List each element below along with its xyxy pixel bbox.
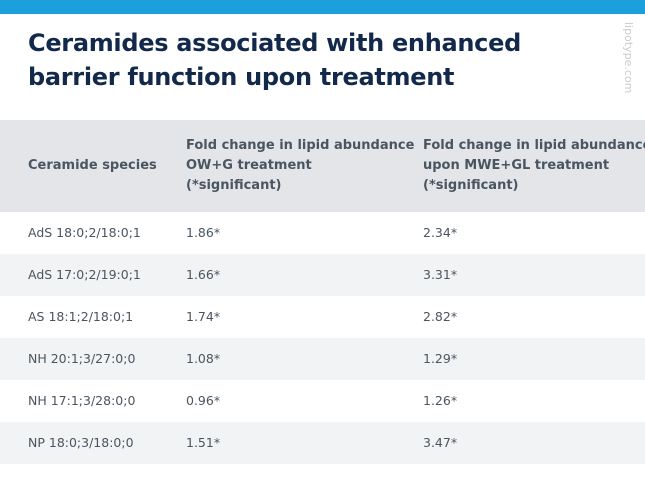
title-line: Ceramides associated with enhanced	[28, 29, 521, 57]
table-cell: AdS 17:0;2/19:0;1	[28, 267, 141, 282]
table-cell: 3.47*	[423, 435, 458, 450]
table-cell: 1.26*	[423, 393, 458, 408]
table-row: NP 18:0;3/18:0;0 1.51* 3.47*	[0, 422, 645, 464]
header-line: OW+G treatment	[186, 158, 312, 173]
header-row: Ceramide species Fold change in lipid abu…	[0, 120, 645, 212]
header-cell: Fold change in lipid abundance upon MWE+G…	[423, 120, 645, 212]
watermark: lipotype.com	[622, 22, 635, 94]
header-line: Ceramide species	[28, 158, 157, 173]
header-cell: Ceramide species	[28, 120, 157, 212]
title-line: barrier function upon treatment	[28, 63, 455, 91]
table-cell: 3.31*	[423, 267, 458, 282]
table-cell: 1.08*	[186, 351, 221, 366]
table-cell: 1.51*	[186, 435, 221, 450]
table-cell: 1.86*	[186, 225, 221, 240]
header-line: upon MWE+GL treatment	[423, 158, 610, 173]
header-line: (*significant)	[186, 178, 282, 193]
table-cell: NH 20:1;3/27:0;0	[28, 351, 136, 366]
top-bar	[0, 0, 645, 14]
table-row: AdS 17:0;2/19:0;1 1.66* 3.31*	[0, 254, 645, 296]
table-cell: 1.29*	[423, 351, 458, 366]
table-row: NH 17:1;3/28:0;0 0.96* 1.26*	[0, 380, 645, 422]
table-row: NH 20:1;3/27:0;0 1.08* 1.29*	[0, 338, 645, 380]
table-cell: NH 17:1;3/28:0;0	[28, 393, 136, 408]
header-line: (*significant)	[423, 178, 519, 193]
table-cell: 1.74*	[186, 309, 221, 324]
table-cell: 2.82*	[423, 309, 458, 324]
table-cell: 2.34*	[423, 225, 458, 240]
header-line: Fold change in lipid abundance	[423, 138, 645, 153]
table-cell: 0.96*	[186, 393, 221, 408]
header-cell: Fold change in lipid abundance OW+G treat…	[186, 120, 414, 212]
table-cell: 1.66*	[186, 267, 221, 282]
title: Ceramides associated with enhanced barrie…	[28, 26, 521, 94]
table-cell: AdS 18:0;2/18:0;1	[28, 225, 141, 240]
table-row: AS 18:1;2/18:0;1 1.74* 2.82*	[0, 296, 645, 338]
table-cell: AS 18:1;2/18:0;1	[28, 309, 134, 324]
table-cell: NP 18:0;3/18:0;0	[28, 435, 134, 450]
table: Ceramide species Fold change in lipid abu…	[0, 120, 645, 464]
header-line: Fold change in lipid abundance	[186, 138, 415, 153]
table-row: AdS 18:0;2/18:0;1 1.86* 2.34*	[0, 212, 645, 254]
